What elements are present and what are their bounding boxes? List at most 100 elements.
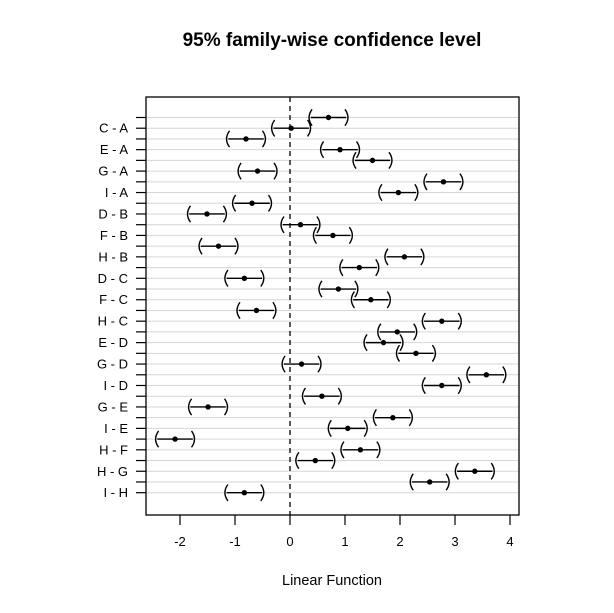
- x-tick-label: 4: [506, 534, 513, 549]
- x-axis-label: Linear Function: [282, 573, 382, 589]
- ci-upper-paren: [234, 237, 239, 255]
- ci-estimate-dot: [472, 468, 478, 474]
- ci-estimate-dot: [253, 307, 260, 314]
- ci-estimate-dot: [483, 372, 490, 378]
- ci-lower-paren: [377, 323, 382, 341]
- ci-lower-paren: [281, 355, 286, 373]
- ci-estimate-dot: [241, 490, 248, 496]
- ci-upper-paren: [267, 194, 273, 212]
- ci-lower-paren: [384, 248, 389, 266]
- ci-estimate-dot: [345, 425, 351, 432]
- ci-estimate-dot: [356, 264, 362, 271]
- ci-upper-paren: [399, 334, 404, 352]
- ci-estimate-dot: [427, 479, 433, 485]
- plot-area: C - A E - A G - A I - A D - B F - B H - B D - C…: [97, 96, 520, 549]
- ci-estimate-dot: [241, 275, 248, 281]
- ci-lower-paren: [312, 226, 318, 245]
- ci-lower-paren: [295, 451, 300, 470]
- ci-estimate-dot: [440, 179, 447, 185]
- ci-upper-paren: [355, 141, 361, 159]
- ci-upper-paren: [420, 248, 425, 266]
- ci-upper-paren: [272, 301, 277, 320]
- x-tick-label: 1: [341, 534, 348, 549]
- ci-upper-paren: [502, 366, 507, 384]
- ci-upper-paren: [337, 387, 343, 405]
- ci-estimate-dot: [390, 414, 396, 421]
- chart-title: 95% family-wise confidence level: [183, 30, 482, 51]
- y-tick-label: I - E: [104, 421, 128, 436]
- ci-estimate-dot: [380, 339, 387, 346]
- ci-lower-paren: [421, 376, 426, 395]
- ci-lower-paren: [454, 462, 459, 480]
- ci-upper-paren: [413, 323, 418, 341]
- x-tick-label: -2: [174, 534, 186, 549]
- ci-upper-paren: [490, 462, 495, 480]
- ci-estimate-dot: [394, 329, 400, 335]
- ci-estimate-dot: [357, 447, 364, 453]
- ci-estimate-dot: [395, 189, 402, 196]
- ci-upper-paren: [408, 409, 413, 427]
- ci-estimate-dot: [413, 350, 419, 357]
- ci-upper-paren: [363, 419, 368, 437]
- ci-estimate-dot: [205, 404, 211, 410]
- ci-estimate-dot: [215, 243, 222, 249]
- y-tick-label: H - G: [97, 464, 128, 479]
- ci-estimate-dot: [368, 297, 374, 303]
- ci-upper-paren: [386, 291, 391, 309]
- ci-lower-paren: [224, 269, 229, 287]
- ci-lower-paren: [154, 430, 160, 448]
- ci-estimate-dot: [249, 200, 255, 206]
- ci-lower-paren: [225, 130, 231, 148]
- ci-estimate-dot: [297, 222, 304, 228]
- ci-lower-paren: [350, 291, 355, 309]
- y-tick-label: E - A: [100, 142, 129, 157]
- ci-estimate-dot: [325, 114, 332, 121]
- ci-upper-paren: [457, 312, 462, 330]
- ci-upper-paren: [331, 451, 336, 470]
- y-tick-label: G - D: [97, 357, 128, 372]
- y-tick-label: I - D: [103, 378, 128, 393]
- ci-upper-paren: [388, 151, 393, 169]
- ci-upper-paren: [445, 473, 450, 491]
- ci-lower-paren: [395, 344, 401, 362]
- y-tick-label: G - A: [98, 164, 128, 179]
- x-tick-label: 0: [286, 534, 293, 549]
- ci-estimate-dot: [401, 254, 408, 260]
- ci-upper-paren: [306, 119, 312, 137]
- y-tick-label: E - D: [98, 335, 128, 350]
- y-tick-label: G - E: [98, 399, 129, 414]
- ci-lower-paren: [198, 237, 203, 255]
- ci-lower-paren: [187, 398, 193, 416]
- y-tick-label: I - A: [105, 185, 128, 200]
- ci-lower-paren: [301, 387, 307, 405]
- y-tick-label: F - C: [99, 292, 128, 307]
- ci-lower-paren: [466, 366, 471, 384]
- ci-estimate-dot: [243, 136, 249, 142]
- ci-estimate-dot: [312, 457, 318, 464]
- ci-lower-paren: [319, 141, 325, 159]
- ci-estimate-dot: [319, 393, 325, 399]
- y-tick-label: H - C: [98, 314, 128, 329]
- y-tick-label: H - F: [99, 442, 128, 457]
- ci-lower-paren: [186, 205, 192, 223]
- ci-upper-paren: [344, 108, 349, 127]
- ci-upper-paren: [348, 226, 354, 245]
- ci-upper-paren: [457, 376, 462, 395]
- ci-estimate-dot: [204, 211, 210, 217]
- ci-estimate-dot: [337, 146, 343, 153]
- ci-estimate-dot: [335, 286, 342, 292]
- ci-estimate-dot: [254, 168, 261, 174]
- ci-estimate-dot: [369, 157, 376, 164]
- ci-lower-paren: [423, 173, 428, 191]
- ci-upper-paren: [317, 355, 322, 373]
- ci-estimate-dot: [439, 382, 445, 389]
- y-tick-label: C - A: [99, 121, 128, 136]
- ci-upper-paren: [376, 441, 381, 459]
- ci-lower-paren: [236, 301, 241, 320]
- y-tick-label: F - B: [100, 228, 128, 243]
- ci-upper-paren: [260, 269, 265, 287]
- ci-estimate-dot: [298, 361, 305, 367]
- ci-estimate-dot: [288, 125, 294, 131]
